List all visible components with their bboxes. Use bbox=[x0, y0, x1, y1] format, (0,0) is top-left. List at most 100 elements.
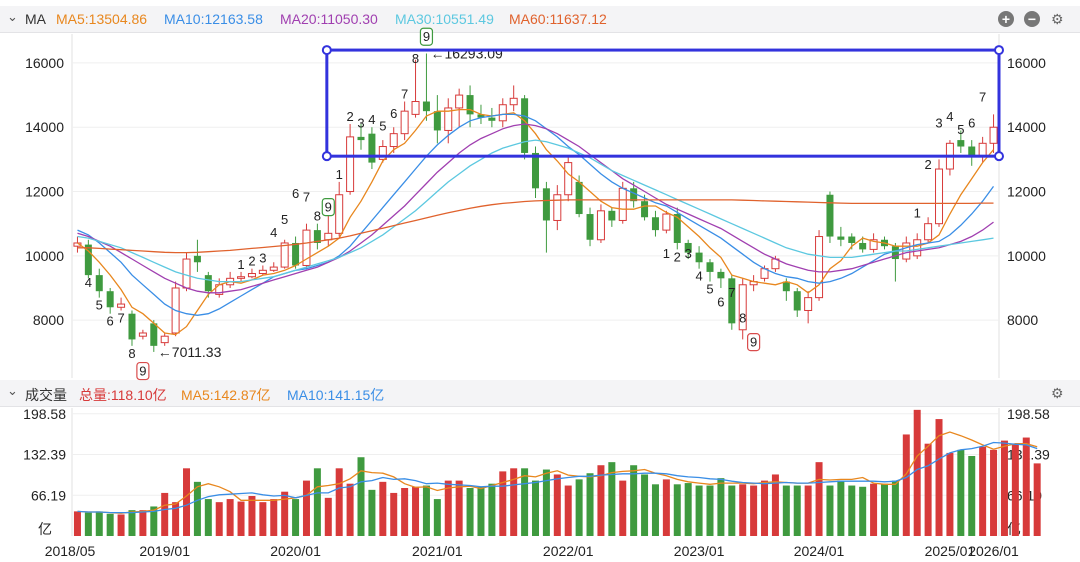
date-axis-label: 2021/01 bbox=[412, 543, 463, 559]
volume-bar bbox=[695, 485, 703, 536]
volume-bar bbox=[717, 478, 725, 536]
volume-bar bbox=[346, 483, 354, 536]
count-marker-label: 3 bbox=[259, 250, 266, 265]
volume-bar bbox=[684, 483, 692, 536]
volume-bar bbox=[117, 514, 125, 536]
volume-bar bbox=[553, 474, 561, 536]
volume-bar bbox=[412, 486, 420, 536]
minus-circle-icon[interactable]: − bbox=[1024, 11, 1040, 27]
volume-bar bbox=[357, 457, 365, 536]
highlight-box-handle bbox=[321, 151, 332, 162]
candle-body-up bbox=[73, 242, 82, 247]
ma30-legend: MA30:10551.49 bbox=[395, 11, 494, 27]
count-marker-label: 7 bbox=[303, 189, 310, 204]
volume-bar bbox=[433, 499, 441, 536]
candle-body-up bbox=[378, 146, 387, 160]
volume-bar bbox=[662, 479, 670, 536]
count-marker-label: 1 bbox=[237, 257, 244, 272]
price-tick-label-right: 8000 bbox=[1007, 312, 1038, 328]
count-marker-box bbox=[136, 361, 150, 381]
extreme-price-label: ←16293.09 bbox=[430, 46, 503, 62]
count-marker-label: 4 bbox=[368, 112, 375, 127]
count-marker-label: 7 bbox=[979, 90, 986, 105]
volume-bar bbox=[237, 501, 245, 536]
candle-body-up bbox=[171, 287, 180, 334]
count-marker-label: 3 bbox=[685, 246, 692, 261]
volume-bar bbox=[161, 492, 169, 536]
candle-body-down bbox=[826, 194, 834, 237]
candle-body-down bbox=[880, 239, 888, 247]
ma-line-ma5 bbox=[77, 108, 994, 336]
volume-bar bbox=[172, 502, 180, 536]
candle-body-down bbox=[968, 146, 976, 157]
volume-bar bbox=[466, 488, 474, 536]
count-marker-label: 6 bbox=[968, 115, 975, 130]
candle-body-down bbox=[608, 210, 616, 221]
count-marker-label: 2 bbox=[924, 157, 931, 172]
candle-body-up bbox=[804, 297, 813, 311]
candle-body-down bbox=[641, 201, 649, 218]
count-marker-label: 5 bbox=[379, 119, 386, 134]
volume-bar bbox=[739, 484, 747, 536]
candle-body-down bbox=[684, 242, 692, 253]
count-marker-label: 6 bbox=[717, 294, 724, 309]
volume-bar bbox=[891, 480, 899, 536]
candle-body-down bbox=[106, 291, 114, 308]
volume-bar bbox=[1033, 463, 1041, 536]
candle-body-down bbox=[706, 262, 714, 272]
candle-body-up bbox=[269, 266, 278, 271]
volume-title: 成交量 bbox=[25, 387, 67, 403]
candle-body-up bbox=[444, 107, 453, 131]
price-tick-label-right: 10000 bbox=[1007, 248, 1046, 264]
volume-bar bbox=[215, 502, 223, 536]
volume-bar bbox=[1011, 443, 1019, 536]
candle-body-down bbox=[717, 271, 725, 279]
volume-bar bbox=[1000, 440, 1008, 536]
count-marker-label: 9 bbox=[325, 200, 332, 215]
volume-bar bbox=[826, 485, 834, 536]
chevron-down-icon[interactable]: ⌄ bbox=[7, 9, 18, 24]
candle-body-down bbox=[630, 188, 638, 202]
candle-body-up bbox=[411, 101, 420, 115]
volume-bar bbox=[281, 491, 289, 536]
volume-bar bbox=[390, 492, 398, 536]
volume-bar bbox=[444, 480, 452, 536]
count-marker-label: 9 bbox=[750, 335, 757, 350]
candle-body-up bbox=[247, 273, 256, 278]
candle-body-down bbox=[837, 236, 845, 240]
candle-body-up bbox=[989, 126, 998, 144]
gear-icon[interactable]: ⚙ bbox=[1051, 11, 1064, 27]
plus-circle-icon[interactable]: + bbox=[998, 11, 1014, 27]
ma-panel-header: ⌄ MA MA5:13504.86 MA10:12163.58 MA20:110… bbox=[0, 6, 1080, 33]
count-marker-label: 4 bbox=[270, 225, 277, 240]
candle-body-up bbox=[346, 136, 355, 193]
candle-body-down bbox=[204, 275, 212, 292]
count-marker-label: 7 bbox=[401, 87, 408, 102]
count-marker-label: 8 bbox=[412, 51, 419, 66]
count-marker-label: 4 bbox=[946, 109, 953, 124]
volume-bar bbox=[979, 446, 987, 536]
count-marker-label: 9 bbox=[139, 364, 146, 379]
candle-body-down bbox=[193, 255, 201, 263]
candle-body-down bbox=[891, 246, 899, 260]
candle-body-up bbox=[945, 142, 954, 170]
count-marker-label: 6 bbox=[390, 106, 397, 121]
count-marker-label: 8 bbox=[314, 209, 321, 224]
count-marker-label: 1 bbox=[914, 205, 921, 220]
extreme-price-label: ←7011.33 bbox=[158, 344, 222, 360]
volume-bar bbox=[73, 511, 81, 536]
volume-bar bbox=[608, 462, 616, 536]
volume-bar bbox=[837, 480, 845, 536]
volume-bar bbox=[804, 485, 812, 536]
candle-body-up bbox=[902, 242, 911, 260]
candle-body-down bbox=[466, 95, 474, 115]
chevron-down-icon[interactable]: ⌄ bbox=[7, 383, 18, 398]
candle-body-up bbox=[662, 213, 671, 231]
candle-body-up bbox=[324, 232, 333, 241]
candle-body-up bbox=[280, 242, 289, 268]
volume-bar bbox=[521, 468, 529, 536]
gear-icon[interactable]: ⚙ bbox=[1051, 385, 1064, 401]
ma-line-ma10 bbox=[77, 113, 995, 316]
count-marker-box bbox=[747, 333, 761, 352]
